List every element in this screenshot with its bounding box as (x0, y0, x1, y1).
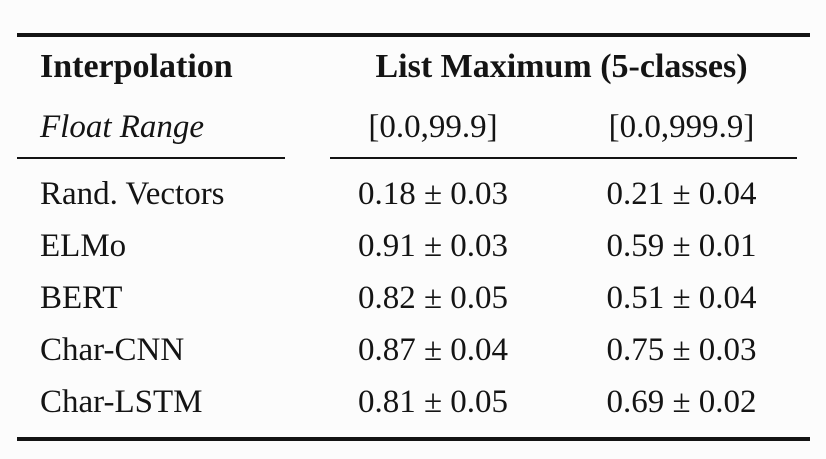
table-top-rule (17, 33, 810, 37)
table-mid-rules (17, 157, 810, 159)
mid-rule-left-segment (17, 157, 285, 159)
table-row-char-cnn: Char-CNN 0.87 ± 0.04 0.75 ± 0.03 (17, 324, 810, 376)
table-row-elmo: ELMo 0.91 ± 0.03 0.59 ± 0.01 (17, 220, 810, 272)
row-label: Char-CNN (40, 331, 185, 368)
row-label: ELMo (40, 227, 127, 264)
cell-value: 0.87 ± 0.04 (357, 331, 509, 368)
table-bottom-rule (17, 437, 810, 441)
column-header-range-2: [0.0,999.9] (608, 108, 755, 145)
column-header-interpolation: Interpolation (40, 48, 233, 85)
row-label: BERT (40, 279, 123, 316)
results-table: Interpolation List Maximum (5-classes) F… (17, 33, 810, 441)
column-header-float-range: Float Range (40, 108, 205, 145)
cell-value: 0.91 ± 0.03 (357, 227, 509, 264)
cell-value: 0.75 ± 0.03 (606, 331, 757, 368)
cell-value: 0.81 ± 0.05 (357, 383, 509, 420)
cell-value: 0.69 ± 0.02 (606, 383, 757, 420)
table-header-row-1: Interpolation List Maximum (5-classes) (17, 37, 810, 97)
cell-value: 0.59 ± 0.01 (606, 227, 757, 264)
row-label: Rand. Vectors (40, 175, 225, 212)
mid-rule-right-segment (330, 157, 797, 159)
table-header-row-2: Float Range [0.0,99.9] [0.0,999.9] (17, 97, 810, 157)
cell-value: 0.18 ± 0.03 (357, 175, 509, 212)
row-label: Char-LSTM (40, 383, 203, 420)
cell-value: 0.51 ± 0.04 (606, 279, 757, 316)
table-row-rand-vectors: Rand. Vectors 0.18 ± 0.03 0.21 ± 0.04 (17, 168, 810, 220)
table-body: Rand. Vectors 0.18 ± 0.03 0.21 ± 0.04 EL… (17, 159, 810, 437)
column-header-range-1: [0.0,99.9] (368, 108, 498, 145)
table-row-bert: BERT 0.82 ± 0.05 0.51 ± 0.04 (17, 272, 810, 324)
cell-value: 0.21 ± 0.04 (606, 175, 757, 212)
cell-value: 0.82 ± 0.05 (357, 279, 509, 316)
column-group-header-list-maximum: List Maximum (5-classes) (375, 48, 748, 85)
table-row-char-lstm: Char-LSTM 0.81 ± 0.05 0.69 ± 0.02 (17, 376, 810, 428)
